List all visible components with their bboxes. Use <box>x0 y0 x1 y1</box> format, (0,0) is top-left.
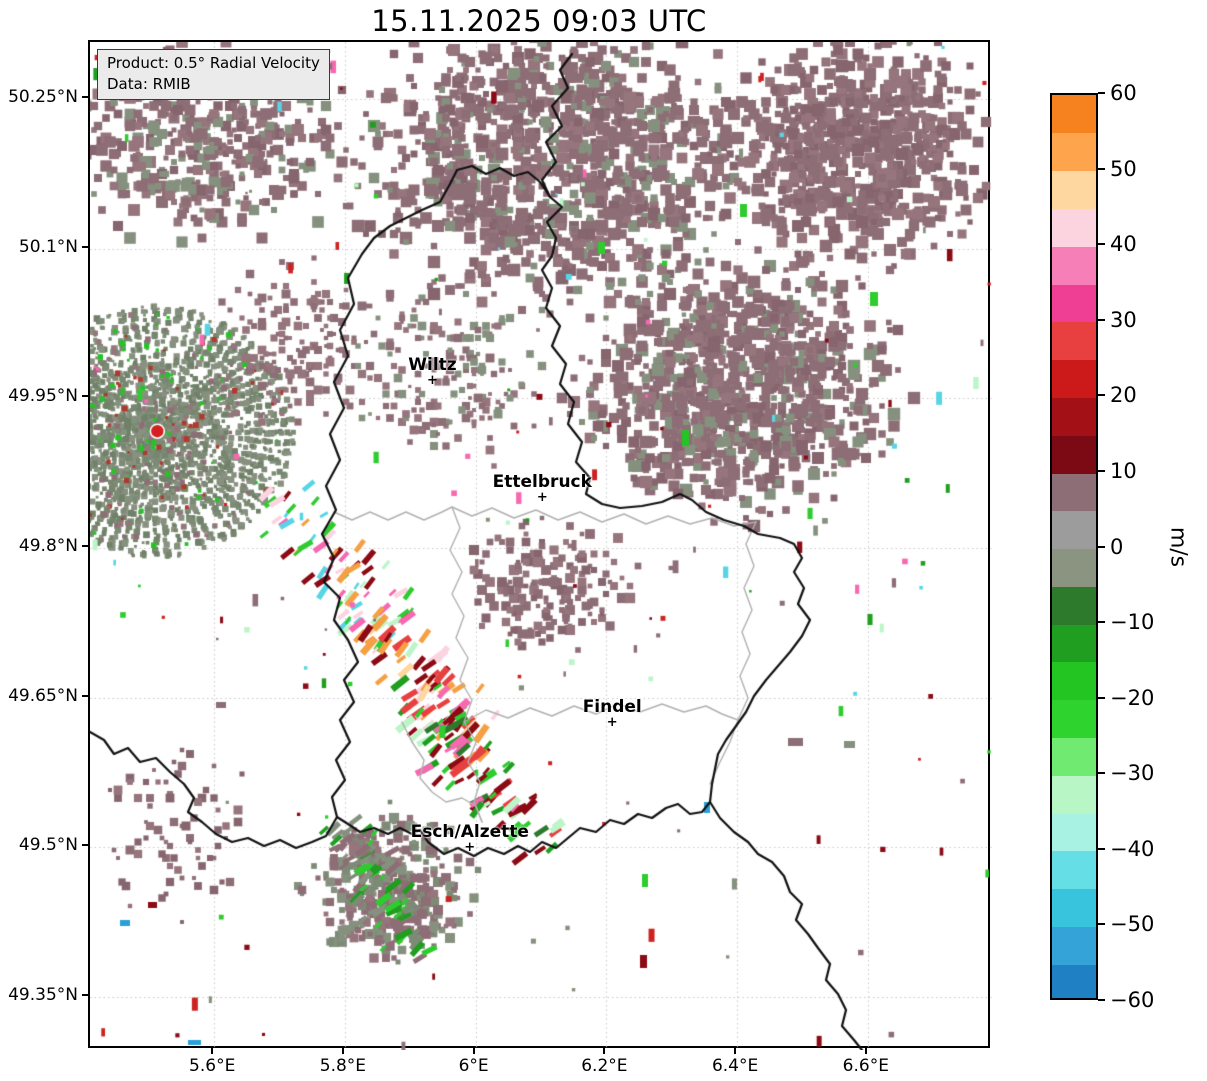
colorbar-tick-mark <box>1098 923 1105 926</box>
colorbar-tick-mark <box>1098 847 1105 850</box>
x-tick-mark <box>864 1048 867 1054</box>
map-plot-area: Product: 0.5° Radial Velocity Data: RMIB… <box>88 40 992 1050</box>
colorbar-tick-label: −40 <box>1110 836 1155 861</box>
radar-field-canvas <box>90 42 992 1050</box>
city-marker-icon: + <box>536 489 548 505</box>
x-tick-mark <box>211 1048 214 1054</box>
y-tick-label: 49.65°N <box>8 685 78 706</box>
colorbar-segments <box>1052 95 1096 998</box>
colorbar-segment <box>1052 813 1096 852</box>
colorbar-unit-label: m/s <box>1165 526 1191 568</box>
y-tick-mark <box>82 544 88 547</box>
x-tick-mark <box>472 1048 475 1054</box>
y-tick-mark <box>82 395 88 398</box>
x-tick-mark <box>341 1048 344 1054</box>
colorbar-tick-label: −60 <box>1110 988 1155 1012</box>
city-label: Ettelbruck <box>492 472 592 493</box>
colorbar-segment <box>1052 699 1096 739</box>
colorbar-tick-label: 50 <box>1110 156 1137 181</box>
colorbar-segment <box>1052 95 1096 134</box>
colorbar-tick-mark <box>1098 243 1105 246</box>
colorbar-segment <box>1052 586 1096 625</box>
colorbar-tick-mark <box>1098 772 1105 775</box>
colorbar-segment <box>1052 246 1096 285</box>
city-label: Findel <box>582 696 642 717</box>
city-label: Esch/Alzette <box>410 822 529 843</box>
x-tick-label: 5.8°E <box>319 1056 367 1076</box>
colorbar-segment <box>1052 548 1096 587</box>
city-marker-icon: + <box>606 714 618 730</box>
x-tick-mark <box>734 1048 737 1054</box>
colorbar-segment <box>1052 397 1096 436</box>
x-tick-label: 6.4°E <box>711 1056 759 1076</box>
colorbar-tick-label: 40 <box>1110 232 1137 257</box>
y-tick-label: 49.8°N <box>18 535 78 556</box>
y-tick-label: 49.35°N <box>8 985 78 1006</box>
colorbar-segment <box>1052 472 1096 512</box>
colorbar-tick-mark <box>1098 621 1105 624</box>
colorbar-tick-mark <box>1098 469 1105 472</box>
colorbar-tick-label: 20 <box>1110 383 1137 408</box>
city-marker-icon: + <box>464 840 476 856</box>
colorbar-segment <box>1052 888 1096 928</box>
colorbar-segment <box>1052 661 1096 701</box>
colorbar-segment <box>1052 850 1096 890</box>
colorbar-segment <box>1052 208 1096 247</box>
x-tick-label: 5.6°E <box>189 1056 236 1076</box>
colorbar-tick-label: 0 <box>1110 534 1124 559</box>
colorbar-tick-label: 60 <box>1110 81 1137 105</box>
colorbar-tick-mark <box>1098 167 1105 170</box>
x-tick-label: 6°E <box>458 1056 489 1076</box>
colorbar-segment <box>1052 435 1096 474</box>
y-tick-label: 50.1°N <box>18 236 78 257</box>
colorbar-segment <box>1052 737 1096 776</box>
product-label: Product: 0.5° Radial Velocity <box>107 54 320 72</box>
colorbar <box>1050 93 1098 1000</box>
colorbar-segment <box>1052 359 1096 398</box>
x-tick-mark <box>603 1048 606 1054</box>
colorbar-segment <box>1052 775 1096 814</box>
colorbar-segment <box>1052 510 1096 550</box>
x-tick-label: 6.6°E <box>842 1056 889 1076</box>
colorbar-tick-mark <box>1098 696 1105 699</box>
y-tick-label: 50.25°N <box>8 86 78 107</box>
y-tick-mark <box>82 994 88 997</box>
colorbar-tick-label: 10 <box>1110 458 1137 483</box>
colorbar-tick-label: −10 <box>1110 610 1155 635</box>
colorbar-segment <box>1052 170 1096 209</box>
colorbar-segment <box>1052 132 1096 172</box>
colorbar-segment <box>1052 926 1096 965</box>
y-tick-label: 49.95°N <box>8 386 78 407</box>
colorbar-tick-label: 30 <box>1110 307 1137 332</box>
y-tick-mark <box>82 844 88 847</box>
colorbar-segment <box>1052 283 1096 323</box>
city-label: Wiltz <box>408 355 457 376</box>
colorbar-tick-label: −20 <box>1110 685 1155 710</box>
colorbar-segment <box>1052 964 1096 998</box>
colorbar-tick-label: −50 <box>1110 912 1155 937</box>
colorbar-tick-mark <box>1098 545 1105 548</box>
city-marker-icon: + <box>427 373 438 389</box>
y-tick-mark <box>82 95 88 98</box>
colorbar-tick-label: −30 <box>1110 761 1155 786</box>
y-tick-mark <box>82 694 88 697</box>
y-tick-mark <box>82 245 88 248</box>
colorbar-segment <box>1052 321 1096 361</box>
colorbar-tick-mark <box>1098 92 1105 94</box>
product-info-box: Product: 0.5° Radial Velocity Data: RMIB <box>97 49 330 100</box>
colorbar-tick-mark <box>1098 394 1105 397</box>
y-tick-label: 49.5°N <box>18 835 78 856</box>
page-title: 15.11.2025 09:03 UTC <box>371 4 707 38</box>
colorbar-segment <box>1052 624 1096 663</box>
data-source-label: Data: RMIB <box>107 75 191 93</box>
colorbar-tick-mark <box>1098 999 1105 1001</box>
colorbar-tick-mark <box>1098 318 1105 321</box>
x-tick-label: 6.2°E <box>581 1056 628 1076</box>
